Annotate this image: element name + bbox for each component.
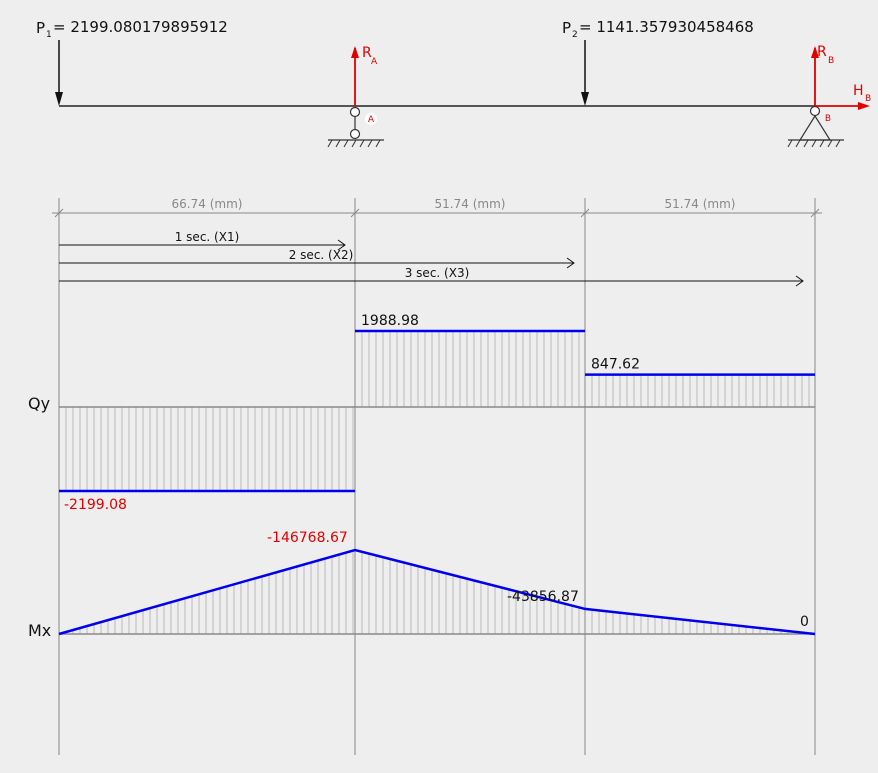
- reaction-ra-index: A: [371, 57, 378, 67]
- dimension-line: 66.74 (mm) 51.74 (mm) 51.74 (mm): [52, 197, 822, 218]
- support-b-tag: B: [825, 114, 831, 124]
- section-1-arrow: 1 sec. (X1): [59, 230, 346, 251]
- load-p1-value: = 2199.080179895912: [53, 18, 228, 36]
- reaction-rb-symbol: R: [817, 44, 827, 60]
- load-p2-value: = 1141.357930458468: [579, 18, 754, 36]
- section-3-label: 3 sec. (X3): [405, 266, 470, 280]
- qy-axis-name: Qy: [28, 394, 50, 413]
- load-p1-symbol: P: [36, 19, 45, 37]
- qy-value-label-2: 1988.98: [361, 313, 419, 329]
- span-label-2: 51.74 (mm): [435, 197, 506, 211]
- load-p1: P 1 = 2199.080179895912: [36, 18, 228, 106]
- qy-hatching: [65, 331, 810, 491]
- section-arrows: 1 sec. (X1) 2 sec. (X2) 3 sec. (X3): [59, 230, 804, 287]
- reaction-ra-symbol: R: [362, 45, 372, 61]
- mx-value-label-2: -43856.87: [507, 589, 579, 605]
- mx-line: [58, 548, 816, 636]
- reaction-hb-index: B: [865, 94, 871, 104]
- guide-lines: [58, 198, 816, 755]
- load-p1-index: 1: [46, 30, 52, 40]
- span-label-1: 66.74 (mm): [172, 197, 243, 211]
- load-p2-symbol: P: [562, 19, 571, 37]
- support-a: R A A: [327, 45, 384, 148]
- load-p2: P 2 = 1141.357930458468: [562, 18, 754, 106]
- qy-diagram: Qy -2199.08 1988.98 847.62: [28, 313, 815, 513]
- span-label-3: 51.74 (mm): [665, 197, 736, 211]
- mx-value-label-1: -146768.67: [267, 530, 348, 546]
- section-2-label: 2 sec. (X2): [289, 248, 354, 262]
- section-3-arrow: 3 sec. (X3): [59, 266, 804, 287]
- mx-diagram: Mx -146768.67 -43856.87 0: [28, 530, 816, 640]
- section-1-label: 1 sec. (X1): [175, 230, 240, 244]
- load-p2-index: 2: [572, 30, 578, 40]
- section-2-arrow: 2 sec. (X2): [59, 248, 575, 269]
- qy-value-label-1: -2199.08: [64, 497, 127, 513]
- reaction-rb-index: B: [828, 56, 834, 66]
- support-b: R B H B B: [787, 44, 871, 148]
- reaction-hb-symbol: H: [853, 83, 864, 99]
- mx-value-label-3: 0: [800, 614, 809, 630]
- qy-value-label-3: 847.62: [591, 357, 640, 373]
- mx-axis-name: Mx: [28, 621, 51, 640]
- support-a-tag: A: [368, 115, 375, 125]
- beam-scheme: P 1 = 2199.080179895912 P 2 = 1141.35793…: [36, 18, 871, 148]
